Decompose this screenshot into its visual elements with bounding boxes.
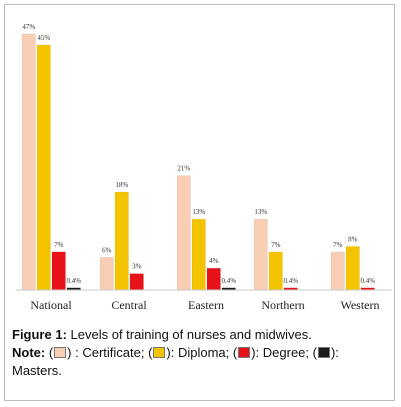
bar-northern-certificate <box>254 219 268 290</box>
figure-caption: Figure 1: Levels of training of nurses a… <box>12 326 387 380</box>
data-label-western-diploma: 8% <box>348 235 358 243</box>
bar-eastern-certificate <box>177 176 191 290</box>
diploma-swatch-icon <box>153 347 165 358</box>
data-label-national-certificate: 47% <box>22 23 35 31</box>
category-label-national: National <box>30 298 72 312</box>
bar-central-diploma <box>115 192 129 290</box>
bar-central-certificate <box>100 257 114 290</box>
bar-central-degree <box>130 274 144 290</box>
data-label-western-degree: 0.4% <box>360 277 375 285</box>
caption-figure-label: Figure 1: <box>12 327 67 342</box>
bar-western-certificate <box>331 252 345 290</box>
category-label-northern: Northern <box>261 298 304 312</box>
bar-western-diploma <box>346 246 360 290</box>
data-label-western-certificate: 7% <box>333 241 343 249</box>
certificate-swatch-icon <box>54 347 66 358</box>
note-degree: ): Degree; ( <box>251 345 317 360</box>
chart-bars <box>22 34 375 290</box>
bar-national-degree <box>52 252 66 290</box>
category-label-eastern: Eastern <box>188 298 224 312</box>
bar-eastern-diploma <box>192 219 206 290</box>
data-label-northern-certificate: 13% <box>254 208 267 216</box>
bar-eastern-degree <box>207 268 221 290</box>
data-label-central-degree: 3% <box>132 263 142 271</box>
chart-category-labels: National Central Eastern Northern Western <box>30 298 379 312</box>
masters-swatch-icon <box>318 347 330 358</box>
bar-chart: 47%45% 7% 0.4% 6% 18% 3% 21% 13% 4% 0.4% 13% 7% 0.4%… <box>0 0 401 320</box>
note-text-1: ( <box>45 345 53 360</box>
note-diploma: ): Diploma; ( <box>166 345 237 360</box>
note-certificate: ) : Certificate; ( <box>67 345 152 360</box>
data-label-northern-degree: 0.4% <box>283 277 298 285</box>
data-label-national-degree: 7% <box>54 241 64 249</box>
caption-note-line-2: Masters. <box>12 362 387 380</box>
caption-note-line: Note: ( ) : Certificate; ( ): Diploma; ():… <box>12 344 387 362</box>
data-label-eastern-certificate: 21% <box>177 165 190 173</box>
caption-note-label: Note: <box>12 345 45 360</box>
bar-national-diploma <box>37 45 51 290</box>
data-label-national-masters: 0.4% <box>66 277 81 285</box>
caption-title-line: Figure 1: Levels of training of nurses a… <box>12 326 387 344</box>
data-label-northern-diploma: 7% <box>271 241 281 249</box>
data-label-eastern-diploma: 13% <box>192 208 205 216</box>
data-label-eastern-masters: 0.4% <box>221 277 236 285</box>
degree-swatch-icon <box>238 347 250 358</box>
data-label-eastern-degree: 4% <box>209 257 219 265</box>
note-masters-word: Masters. <box>12 363 62 378</box>
data-label-central-certificate: 6% <box>102 246 112 254</box>
bar-northern-diploma <box>269 252 283 290</box>
data-label-national-diploma: 45% <box>37 34 50 42</box>
note-masters-tail: ): <box>331 345 339 360</box>
category-label-central: Central <box>111 298 147 312</box>
category-label-western: Western <box>340 298 379 312</box>
data-label-central-diploma: 18% <box>115 181 128 189</box>
caption-figure-text: Levels of training of nurses and midwive… <box>67 327 312 342</box>
bar-national-certificate <box>22 34 36 290</box>
